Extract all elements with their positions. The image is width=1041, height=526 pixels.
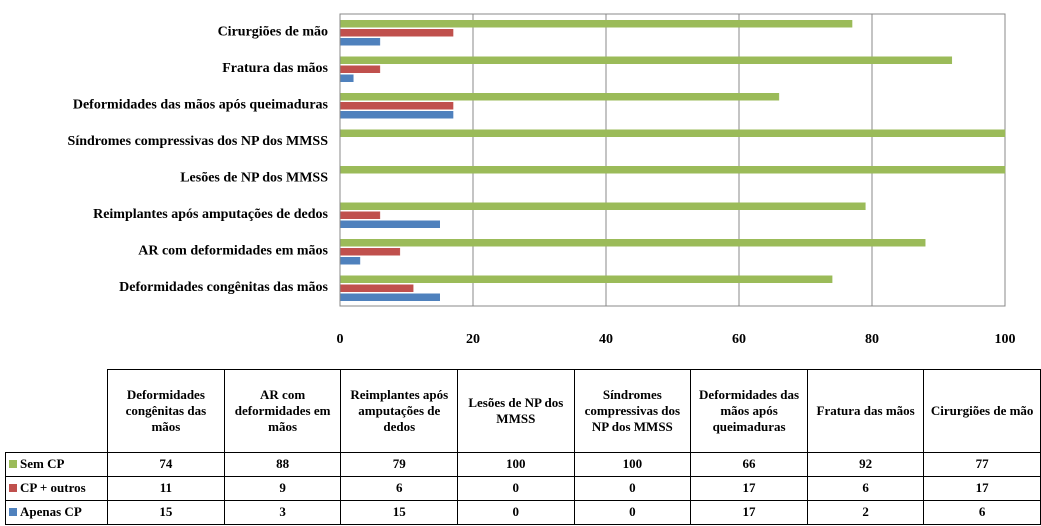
legend-swatch [9,484,17,492]
value-cell: 79 [340,451,459,477]
value-cell: 17 [923,475,1041,501]
y-tick-label: AR com deformidades em mãos [138,243,328,258]
value-cell: 100 [457,451,575,477]
value-cell: 100 [573,451,692,477]
y-tick-label: Síndromes compressivas dos NP dos MMSS [68,134,329,149]
bar [339,38,381,46]
value-cell: 2 [806,499,925,525]
legend-cell: Apenas CP [4,499,109,525]
value-cell: 0 [457,499,575,525]
data-row: Apenas CP 15 3 15 0 0 17 2 6 [4,499,1041,525]
bar [339,220,440,228]
y-tick-label: Deformidades congênitas das mãos [119,280,328,295]
value-cell: 77 [923,451,1041,477]
y-tick-label: Fratura das mãos [222,61,328,76]
data-table: Deformidades congênitas das mãos AR com d… [4,369,1041,525]
value-cell: 15 [107,499,225,525]
legend-swatch [9,460,17,468]
chart: 0 20 40 60 80 100 Deformidades congênitas das … [68,13,1016,347]
data-row: Sem CP 74 88 79 100 100 66 92 77 [4,451,1041,477]
header-cell: Deformidades congênitas das mãos [107,369,225,453]
bar [339,129,1006,137]
x-tick-label: 0 [337,332,344,347]
bar [339,20,853,28]
value-cell: 11 [107,475,225,501]
value-cell: 0 [457,475,575,501]
x-tick-label: 60 [732,332,746,347]
bar [339,248,401,256]
value-cell: 6 [923,499,1041,525]
legend-cell: Sem CP [4,451,109,477]
y-tick-label: Deformidades das mãos após queimaduras [73,97,329,112]
header-row: Deformidades congênitas das mãos AR com d… [5,369,1041,453]
value-cell: 15 [340,499,459,525]
x-tick-label: 80 [865,332,879,347]
header-cell: Reimplantes após amputações de dedos [340,369,459,453]
header-cell: AR com deformidades em mãos [223,369,342,453]
header-cell: Síndromes compressivas dos NP dos MMSS [573,369,692,453]
value-cell: 74 [107,451,225,477]
value-cell: 9 [223,475,342,501]
bar [339,257,361,265]
value-cell: 6 [340,475,459,501]
bar [339,284,414,292]
bar [339,93,780,101]
bar [339,275,833,283]
bar [339,166,1006,174]
value-cell: 66 [690,451,808,477]
bar [339,202,866,210]
value-cell: 3 [223,499,342,525]
legend-label: Sem CP [20,456,65,471]
value-cell: 0 [573,499,692,525]
legend-label: Apenas CP [20,504,82,519]
bar [339,56,953,64]
bar [339,293,440,301]
value-cell: 6 [806,475,925,501]
bar [339,111,454,119]
bar [339,239,926,247]
legend-label: CP + outros [20,480,86,495]
header-cell: Lesões de NP dos MMSS [457,369,575,453]
value-cell: 17 [690,475,808,501]
value-cell: 88 [223,451,342,477]
corner-cell [5,369,109,453]
header-cell: Fratura das mãos [806,369,925,453]
value-cell: 17 [690,499,808,525]
y-tick-label: Cirurgiões de mão [218,24,328,39]
y-tick-label: Reimplantes após amputações de dedos [93,207,328,222]
data-row: CP + outros 11 9 6 0 0 17 6 17 [4,475,1041,501]
bar [339,102,454,110]
legend-swatch [9,508,17,516]
bar [339,29,454,37]
x-tick-label: 100 [995,332,1016,347]
bar [339,74,354,82]
header-cell: Cirurgiões de mão [923,369,1041,453]
header-cell: Deformidades das mãos após queimaduras [690,369,808,453]
bar [339,211,381,219]
legend-cell: CP + outros [4,475,109,501]
x-tick-label: 40 [599,332,613,347]
value-cell: 0 [573,475,692,501]
y-tick-label: Lesões de NP dos MMSS [180,170,328,185]
value-cell: 92 [806,451,925,477]
x-tick-label: 20 [466,332,480,347]
bar [339,65,381,73]
